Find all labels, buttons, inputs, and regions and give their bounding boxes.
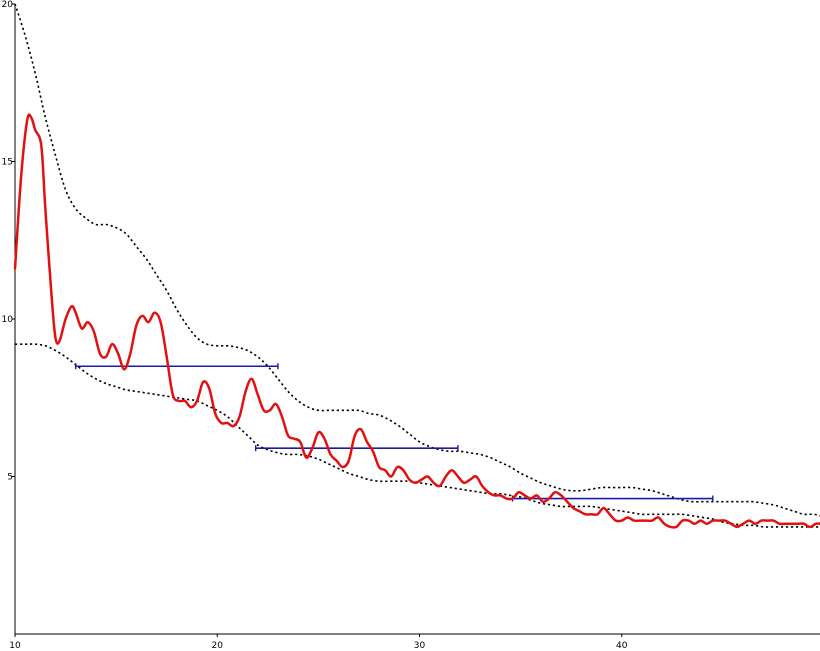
lower-bound-line [14, 343, 820, 528]
x-tick-label: 20 [212, 641, 224, 651]
main-series-line [13, 113, 820, 529]
upper-bound-line [14, 3, 820, 517]
bound-lines [14, 3, 820, 528]
x-tick-label: 40 [616, 641, 628, 651]
ticks: 10 20 30 40 5 10 15 20 [2, 0, 628, 651]
y-tick-label: 10 [2, 315, 14, 325]
y-tick-label: 5 [7, 473, 13, 483]
axes [14, 4, 820, 635]
x-tick-label: 30 [414, 641, 426, 651]
x-tick-label: 10 [9, 641, 21, 651]
y-tick-label: 15 [2, 158, 13, 168]
main-series [13, 113, 820, 529]
y-tick-label: 20 [2, 0, 14, 10]
horizontal-segments [74, 363, 714, 502]
